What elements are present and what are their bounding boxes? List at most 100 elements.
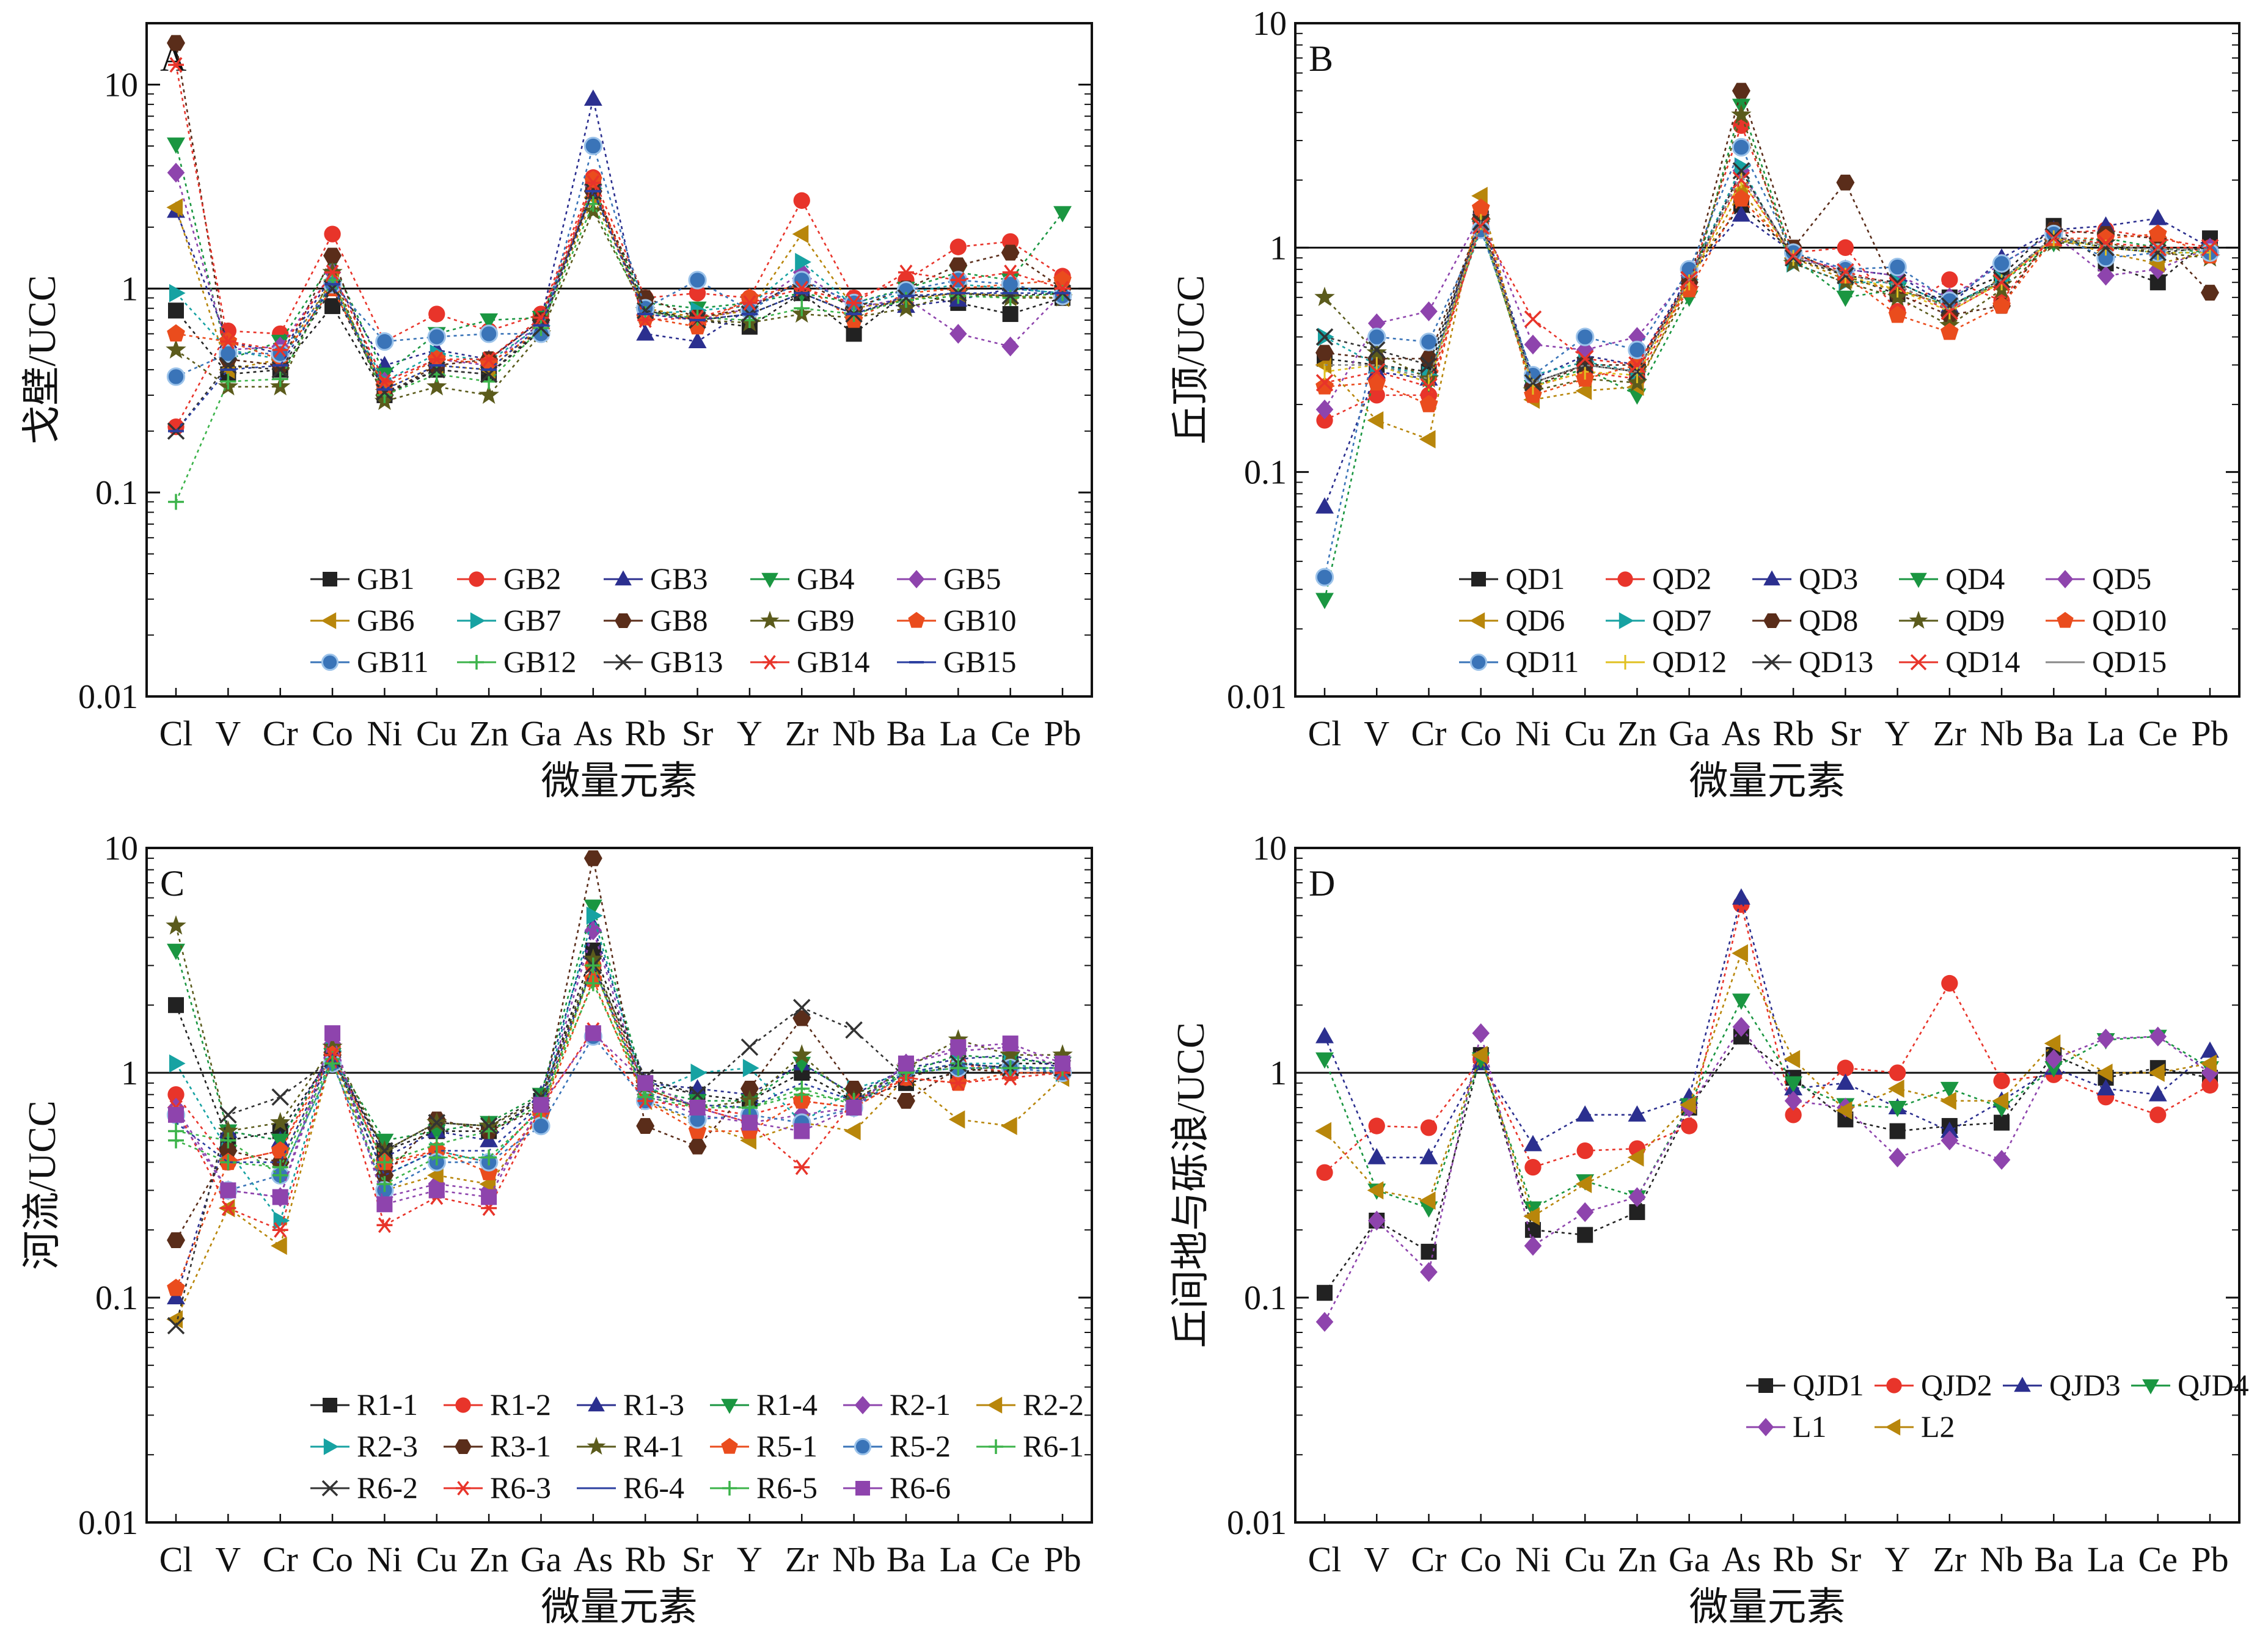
legend-item-R6-4: R6-4 <box>577 1470 684 1505</box>
legend-marker <box>2057 570 2074 588</box>
legend-label: GB7 <box>503 603 561 637</box>
x-tick-label: Ba <box>887 714 926 753</box>
data-point <box>1889 1123 1906 1139</box>
x-tick-label: Pb <box>2191 1540 2228 1579</box>
legend-item-QD13: QD13 <box>1752 645 1873 679</box>
x-tick-label: Y <box>1885 714 1911 753</box>
x-tick-label: Cr <box>1411 714 1446 753</box>
data-point <box>949 238 967 255</box>
legend-item-R2-3: R2-3 <box>310 1429 418 1463</box>
data-point <box>794 1123 810 1139</box>
y-tick-label: 10 <box>1253 5 1287 43</box>
data-point <box>428 351 445 367</box>
data-point <box>272 342 288 358</box>
plot-frame <box>145 847 1093 1524</box>
legend-marker <box>1471 572 1486 586</box>
data-point <box>1368 387 1385 404</box>
data-point <box>950 1075 967 1091</box>
data-point <box>585 957 601 974</box>
plot-frame <box>145 22 1093 698</box>
data-point <box>1576 356 1594 374</box>
legend: GB1 GB2 GB3 GB4 GB5 GB6 GB7 GB8 GB9 GB10 GB11 GB12 G… <box>310 561 1016 679</box>
x-tick-label: Pb <box>1044 714 1081 753</box>
data-point <box>1524 1235 1542 1256</box>
data-point <box>1316 1164 1333 1181</box>
legend-item-R6-1: R6-1 <box>976 1429 1084 1463</box>
data-point <box>1524 1222 1541 1238</box>
data-point <box>167 324 185 342</box>
series-line <box>1323 1035 2211 1293</box>
x-tick-label: Ga <box>1669 714 1710 753</box>
data-point <box>1732 1017 1750 1037</box>
data-point <box>1366 342 1387 362</box>
legend-item-R2-1: R2-1 <box>843 1387 951 1422</box>
x-tick-label: Y <box>737 714 763 753</box>
data-point <box>1000 1044 1021 1064</box>
data-point <box>792 1010 811 1026</box>
y-tick-label: 0.1 <box>95 1279 138 1317</box>
data-point <box>950 1039 967 1056</box>
data-point <box>1732 944 1748 963</box>
legend-item-QD12: QD12 <box>1606 645 1727 679</box>
legend-label: R1-3 <box>623 1387 684 1422</box>
data-point <box>2149 1026 2167 1047</box>
data-point <box>1941 1130 1959 1151</box>
series-GB2 <box>167 169 1071 436</box>
series-line <box>175 963 1063 1185</box>
legend-marker <box>615 654 632 671</box>
data-point <box>1471 1045 1488 1064</box>
series-QJD2 <box>1316 896 2219 1181</box>
legend-marker <box>1763 570 1780 586</box>
data-point <box>1628 363 1646 381</box>
x-tick-label: Nb <box>832 1540 876 1579</box>
data-point <box>1419 1191 1436 1210</box>
x-tick-label: Ni <box>1515 714 1551 753</box>
legend-marker <box>321 612 337 629</box>
series-QJD4 <box>1315 993 2219 1218</box>
legend-marker <box>1885 1419 1901 1436</box>
data-point <box>792 225 809 244</box>
x-tick-label: Co <box>1460 714 1502 753</box>
legend-item-R3-1: R3-1 <box>444 1429 551 1463</box>
data-point <box>1628 356 1646 374</box>
legend-marker <box>323 1398 337 1412</box>
y-axis-title: 河流/UCC <box>20 1100 64 1270</box>
x-tick-label: As <box>1722 714 1761 753</box>
series-QD3 <box>1315 205 2219 514</box>
x-tick-label: Ni <box>367 714 402 753</box>
legend-marker <box>1763 654 1780 671</box>
legend-item-QD15: QD15 <box>2046 645 2167 679</box>
x-tick-label: Sr <box>1830 714 1862 753</box>
data-point <box>583 899 602 916</box>
legend-marker <box>987 1397 1003 1414</box>
data-point <box>2045 229 2063 247</box>
data-point <box>1941 974 1958 992</box>
data-point <box>1941 297 1959 315</box>
chart-panel-A: 0.01 0.1 1 10 Cl V Cr Co Ni Cu Zn Ga As Rb Sr Y Zr Nb Ba La… <box>20 22 1093 803</box>
data-point <box>2201 239 2219 257</box>
panel-label: C <box>160 863 185 904</box>
x-tick-label: Nb <box>1980 714 2024 753</box>
data-point <box>1316 412 1333 429</box>
legend-label: GB11 <box>357 645 429 679</box>
data-point <box>1731 104 1752 124</box>
legend-item-GB13: GB13 <box>604 645 723 679</box>
legend-marker <box>1886 1378 1902 1394</box>
data-point <box>795 252 811 271</box>
legend-item-GB12: GB12 <box>457 645 576 679</box>
data-point <box>1784 1076 1803 1093</box>
data-point <box>376 1142 393 1160</box>
data-point <box>2201 1076 2219 1094</box>
legend-marker <box>854 1396 871 1414</box>
series-line <box>1324 112 2211 392</box>
data-point <box>1471 186 1488 205</box>
x-tick-label: Ni <box>1515 1540 1551 1579</box>
data-point <box>1420 1119 1438 1136</box>
series-line <box>175 977 1063 1289</box>
legend-label: QD5 <box>2092 561 2151 596</box>
legend-label: R1-2 <box>490 1387 551 1422</box>
data-point <box>428 1149 445 1166</box>
series-line <box>1324 169 2211 384</box>
legend-item-R5-1: R5-1 <box>710 1429 818 1463</box>
data-point <box>1002 1036 1019 1052</box>
